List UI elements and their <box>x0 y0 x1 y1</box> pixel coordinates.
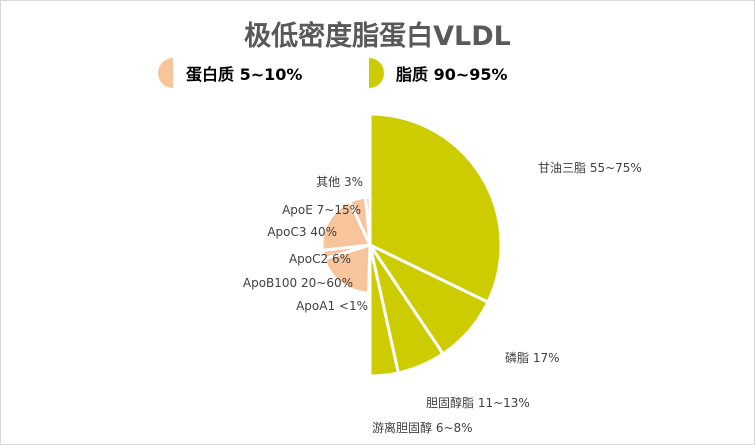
lipid-slice-label-3: 游离胆固醇 6~8% <box>372 420 473 435</box>
lipid-slice-label-0: 甘油三脂 55~75% <box>538 160 642 175</box>
lipid-slice-label-2: 胆固醇脂 11~13% <box>426 395 530 410</box>
legend-item-protein: 蛋白质 5~10% <box>158 58 302 88</box>
chart-title: 极低密度脂蛋白VLDL <box>244 21 511 52</box>
protein-slice-label-2: ApoC2 6% <box>289 252 351 266</box>
legend-label-protein: 蛋白质 5~10% <box>186 65 303 84</box>
protein-slice-label-5: 其他 3% <box>316 175 363 189</box>
protein-slice-label-4: ApoE 7~15% <box>282 203 361 217</box>
protein-slice-label-0: ApoA1 <1% <box>296 299 368 313</box>
legend-swatch-protein <box>158 58 173 88</box>
lipid-slice-0 <box>368 112 503 304</box>
protein-slice-label-3: ApoC3 40% <box>267 225 337 239</box>
lipid-slice-3 <box>368 243 400 378</box>
protein-slice-label-1: ApoB100 20~60% <box>243 276 353 290</box>
legend-item-lipid: 脂质 90~95% <box>368 58 508 88</box>
legend-label-lipid: 脂质 90~95% <box>396 65 508 84</box>
protein-slice-3 <box>320 199 372 252</box>
legend-swatch-lipid <box>369 58 384 88</box>
lipid-slice-label-1: 磷脂 17% <box>505 350 560 365</box>
